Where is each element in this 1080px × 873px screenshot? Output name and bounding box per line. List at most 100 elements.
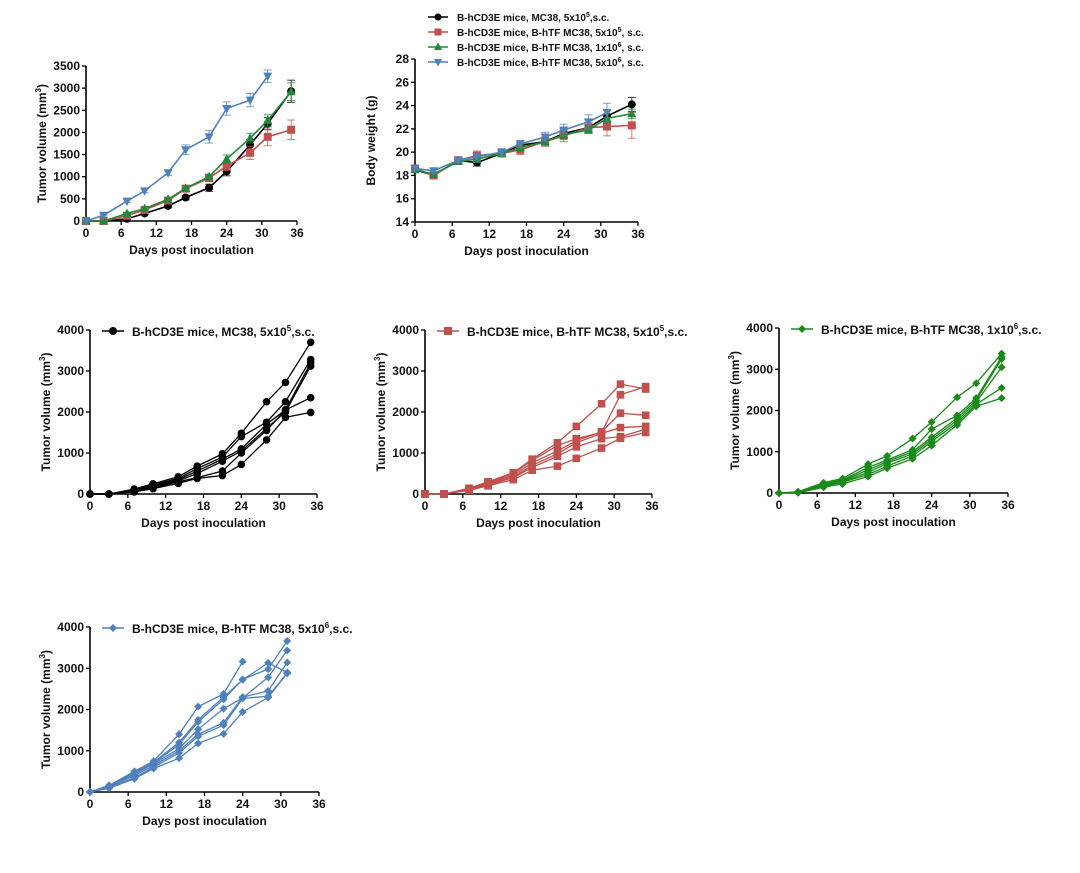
data-point — [175, 748, 184, 757]
data-point — [86, 490, 94, 498]
data-point — [883, 464, 892, 473]
data-point — [603, 122, 612, 131]
x-tick-label: 12 — [150, 226, 164, 240]
data-point — [927, 425, 936, 434]
data-point — [245, 96, 255, 106]
y-tick-label: 3000 — [746, 362, 773, 376]
data-point — [238, 675, 247, 684]
data-point — [465, 486, 473, 495]
legend-marker — [434, 13, 442, 21]
data-point — [264, 665, 273, 674]
data-point — [86, 788, 94, 796]
data-point — [553, 441, 562, 450]
data-point — [219, 721, 228, 730]
x-axis-label: Days post inoculation — [476, 516, 601, 530]
series-line — [86, 90, 292, 222]
data-point — [264, 693, 273, 702]
x-tick-label: 12 — [494, 499, 508, 513]
y-tick-label: 0 — [412, 487, 419, 501]
x-tick-label: 0 — [87, 797, 94, 811]
y-tick-label: 24 — [396, 99, 410, 113]
data-point — [616, 423, 625, 432]
x-axis-label: Days post inoculation — [141, 516, 266, 530]
x-tick-label: 30 — [594, 227, 608, 241]
data-point — [972, 379, 981, 388]
y-tick-label: 4000 — [392, 323, 419, 337]
animal-series-0 — [421, 380, 650, 498]
x-tick-label: 24 — [570, 499, 584, 513]
y-axis-label: Tumor volume (mm3) — [38, 353, 53, 472]
y-tick-label: 1000 — [392, 446, 419, 460]
chart-individual-htf-mc38-5e6: 0 6 12 18 24 30 36 0 1000 2000 3000 4000 Days post i… — [38, 620, 353, 828]
series-line — [86, 91, 292, 222]
y-tick-label: 4000 — [57, 323, 84, 337]
series-line — [89, 640, 288, 793]
y-tick-label: 28 — [396, 52, 410, 66]
x-axis-label: Days post inoculation — [142, 814, 267, 828]
data-point — [927, 441, 936, 450]
data-point — [997, 394, 1006, 403]
chart-mean-body-weight: 0 6 12 18 24 30 36 14 16 18 20 22 24 26 28 Days post in… — [364, 12, 645, 258]
y-tick-label: 0 — [766, 486, 773, 500]
y-tick-label: 0 — [77, 785, 84, 799]
data-point — [281, 397, 290, 406]
data-point — [149, 764, 158, 773]
data-point — [997, 354, 1006, 363]
data-point — [238, 707, 247, 716]
data-point — [908, 434, 917, 443]
animal-series-2 — [775, 354, 1006, 497]
animal-series-5 — [86, 408, 315, 498]
legend-label: B-hCD3E mice, B-hTF MC38, 5x105, s.c. — [457, 27, 644, 39]
legend-label: B-hCD3E mice, B-hTF MC38, 1x106, s.c. — [457, 42, 644, 54]
data-point — [218, 471, 227, 480]
x-tick-label: 18 — [197, 499, 211, 513]
data-point — [997, 383, 1006, 392]
y-tick-label: 1000 — [53, 170, 80, 184]
data-point — [122, 197, 132, 207]
legend-label: B-hCD3E mice, B-hTF MC38, 5x106, s.c. — [457, 57, 644, 69]
data-point — [281, 413, 290, 422]
data-point — [140, 187, 150, 196]
data-point — [263, 132, 272, 141]
animal-series-2 — [86, 637, 292, 796]
y-tick-label: 22 — [396, 122, 410, 136]
series-line — [778, 387, 1002, 494]
data-point — [283, 637, 292, 646]
data-point — [616, 390, 625, 399]
series-line — [425, 385, 646, 495]
data-point — [572, 454, 581, 463]
y-axis-label: Tumor volume (mm3) — [373, 353, 388, 472]
x-tick-label: 18 — [520, 227, 534, 241]
y-tick-label: 3000 — [57, 364, 84, 378]
data-point — [775, 489, 783, 497]
series-2 — [81, 82, 296, 225]
data-point — [174, 479, 183, 488]
y-tick-label: 0 — [73, 214, 80, 228]
animal-series-1 — [86, 658, 292, 796]
data-point — [286, 86, 296, 96]
data-point — [953, 393, 962, 402]
y-tick-label: 2500 — [53, 103, 80, 117]
data-point — [181, 146, 191, 155]
data-point — [883, 451, 892, 460]
y-tick-label: 20 — [396, 145, 410, 159]
series-line — [89, 672, 288, 793]
series-3 — [81, 69, 273, 226]
data-point — [205, 183, 214, 192]
data-point — [262, 436, 271, 444]
y-tick-label: 500 — [60, 192, 80, 206]
data-point — [194, 725, 203, 734]
series-line — [89, 650, 288, 793]
y-tick-label: 1000 — [746, 445, 773, 459]
data-point — [453, 156, 463, 166]
series-line — [89, 662, 288, 793]
data-point — [262, 397, 271, 406]
legend-label: B-hCD3E mice, B-hTF MC38, 5x106,s.c. — [132, 621, 353, 636]
data-point — [264, 673, 273, 682]
data-point — [497, 148, 507, 158]
animal-series-4 — [86, 658, 292, 796]
x-tick-label: 12 — [483, 227, 497, 241]
series-line — [90, 411, 311, 495]
series-line — [778, 356, 1003, 494]
